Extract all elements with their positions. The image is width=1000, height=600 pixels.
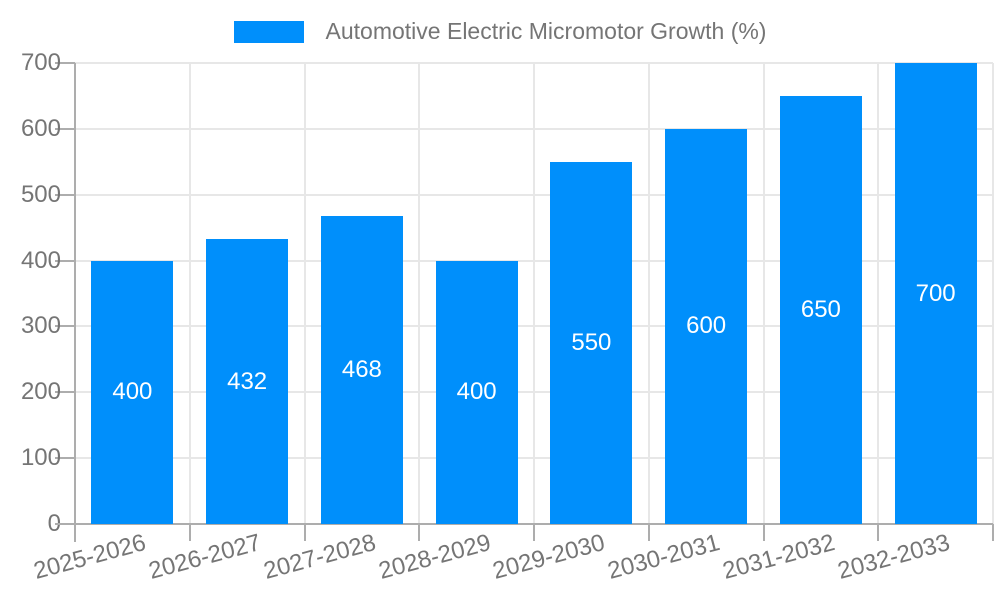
x-tick-mark [188,524,191,541]
gridline-vertical [647,63,650,524]
y-tick-mark [55,193,75,196]
gridline-vertical [303,63,306,524]
x-tick-mark [418,524,421,541]
y-tick-mark [55,127,75,130]
bar[interactable] [550,161,633,524]
gridline-vertical [418,63,421,524]
x-tick-mark [877,524,880,541]
legend-label: Automotive Electric Micromotor Growth (%… [325,18,767,44]
bar[interactable] [206,239,289,524]
y-tick-mark [55,62,75,64]
bar[interactable] [91,260,174,524]
y-tick-label: 700 [20,49,61,76]
gridline-vertical [992,63,994,524]
x-tick-mark [762,524,765,541]
y-tick-label: 0 [47,510,61,537]
legend-color-swatch [233,20,304,43]
x-tick-mark [303,524,306,541]
y-tick-label: 500 [20,180,61,208]
x-tick-mark [533,524,535,541]
gridline-vertical [188,63,191,524]
y-tick-mark [55,391,75,394]
bar[interactable] [435,260,518,524]
x-axis-line [55,523,993,525]
bar[interactable] [894,63,977,524]
y-tick-label: 100 [20,444,61,472]
gridline-vertical [762,63,765,524]
y-tick-mark [55,457,75,460]
y-tick-mark [55,325,75,328]
bar[interactable] [665,128,748,524]
bar[interactable] [320,215,403,524]
y-axis-line [74,63,76,542]
y-tick-label: 400 [20,246,61,274]
y-tick-label: 200 [20,378,61,406]
bar[interactable] [779,95,862,524]
y-tick-label: 300 [20,312,61,340]
legend-item[interactable]: Automotive Electric Micromotor Growth (%… [233,18,767,45]
y-tick-label: 600 [20,114,61,142]
x-tick-mark [647,524,650,541]
y-tick-mark [55,259,75,262]
legend: Automotive Electric Micromotor Growth (%… [0,18,1000,45]
x-tick-mark [992,524,994,541]
gridline-vertical [877,63,880,524]
gridline-vertical [533,63,535,524]
